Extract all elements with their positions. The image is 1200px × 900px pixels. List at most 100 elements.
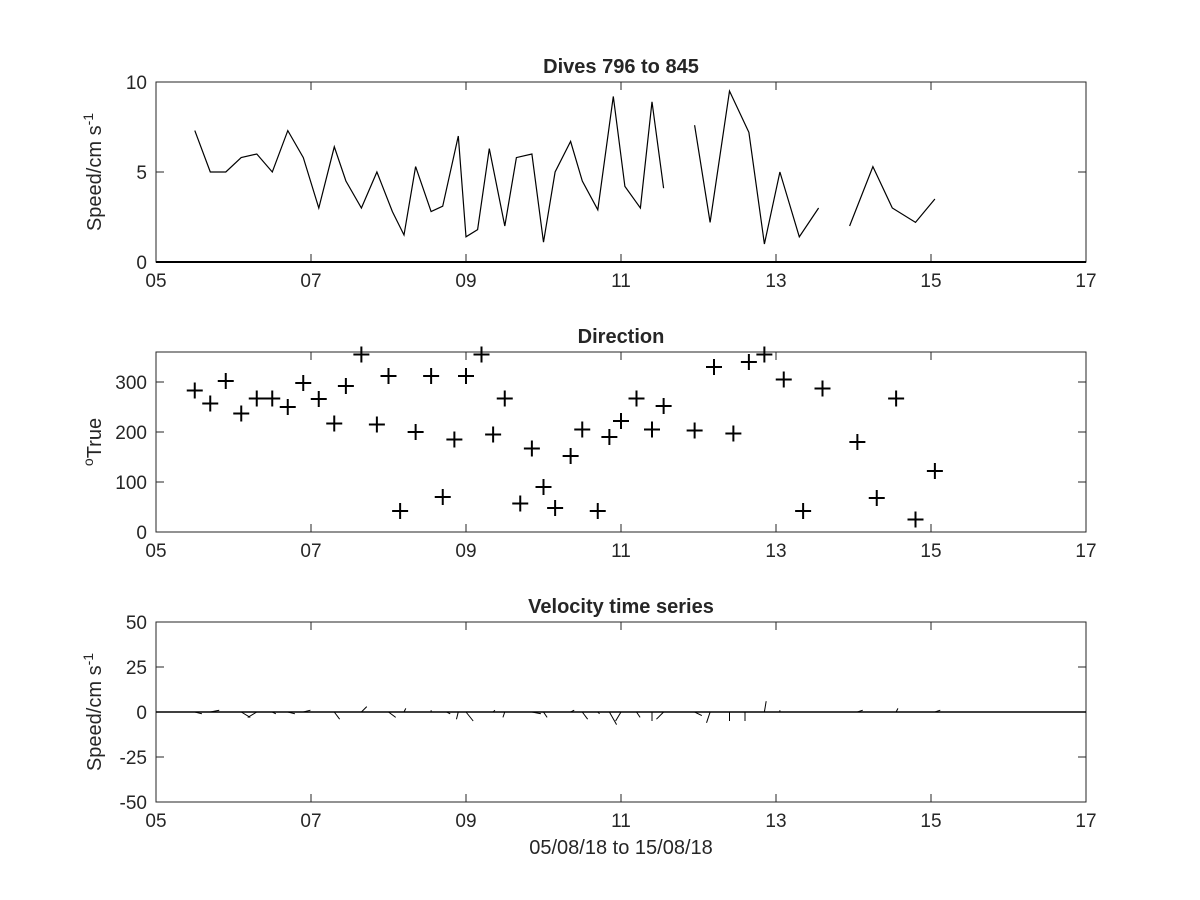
velocity-vector: [333, 711, 341, 720]
figure-xlabel: 05/08/18 to 15/08/18: [529, 837, 713, 859]
velocity-vector: [455, 711, 459, 720]
direction-xtick-label: 13: [765, 541, 786, 562]
velocity-ytick-label: -25: [120, 748, 147, 769]
velocity-vector: [656, 711, 664, 720]
speed-ylabel-main: Speed/cm s: [84, 125, 106, 231]
speed-axes-box: [155, 81, 1087, 263]
direction-point: [740, 354, 757, 370]
direction-point: [523, 440, 540, 457]
velocity-vector: [194, 711, 203, 715]
direction-point: [202, 395, 219, 412]
direction-point: [888, 390, 905, 407]
velocity-vector: [502, 711, 506, 718]
velocity-vector: [446, 711, 451, 715]
velocity-xtick-label: 15: [920, 811, 941, 832]
direction-point: [217, 373, 234, 389]
direction-xtick-label: 11: [611, 541, 631, 562]
direction-point: [849, 434, 866, 450]
velocity-vector: [303, 709, 311, 713]
direction-point: [368, 416, 385, 433]
direction-xtick-label: 07: [300, 541, 321, 562]
velocity-vector: [403, 708, 407, 713]
direction-point: [574, 421, 591, 438]
direction-point: [326, 415, 343, 432]
speed-ytick-label: 5: [136, 163, 147, 184]
velocity-vector: [570, 709, 575, 713]
velocity-vector: [857, 709, 863, 713]
direction-axes-box: [155, 351, 1087, 533]
direction-point: [473, 346, 490, 363]
velocity-ytick-label: 50: [126, 613, 147, 634]
direction-point: [686, 422, 703, 439]
velocity-vector: [608, 711, 618, 725]
direction-point: [233, 405, 250, 422]
direction-point: [706, 359, 722, 375]
direction-point: [485, 426, 502, 443]
direction-point: [926, 463, 943, 479]
velocity-vector: [636, 711, 641, 718]
direction-point: [496, 390, 513, 407]
direction-point: [337, 378, 354, 394]
velocity-vector: [615, 711, 622, 722]
direction-point: [907, 511, 924, 528]
velocity-vector: [597, 711, 600, 715]
direction-point: [295, 375, 312, 391]
speed-xtick-label: 13: [765, 271, 786, 292]
speed-series: [156, 88, 1086, 263]
velocity-xtick-label: 11: [611, 811, 631, 832]
velocity-vector: [492, 709, 496, 713]
velocity-title: Velocity time series: [528, 596, 714, 618]
velocity-vector: [581, 711, 589, 720]
direction-ytick-label: 0: [136, 523, 147, 544]
velocity-ylabel-main: Speed/cm s: [84, 665, 106, 771]
direction-point: [264, 390, 281, 407]
direction-point: [562, 448, 579, 464]
direction-ylabel-main: True: [84, 418, 106, 458]
velocity-ytick-label: -50: [120, 793, 147, 814]
direction-point: [601, 429, 618, 445]
velocity-vector: [272, 711, 277, 715]
velocity-xtick-label: 13: [765, 811, 786, 832]
direction-point: [353, 346, 370, 363]
velocity-vector: [247, 711, 258, 718]
velocity-ytick-label: 0: [136, 703, 147, 724]
velocity-vector: [895, 708, 899, 713]
speed-ylabel-superscript: -1: [80, 113, 96, 126]
direction-xtick-label: 15: [920, 541, 941, 562]
velocity-xtick-label: 09: [455, 811, 476, 832]
direction-ytick-label: 200: [115, 423, 147, 444]
velocity-vector: [388, 711, 397, 718]
velocity-vector: [361, 706, 368, 713]
velocity-vector: [531, 711, 541, 715]
speed-xtick-label: 05: [145, 271, 166, 292]
direction-xtick-label: 17: [1075, 541, 1096, 562]
velocity-vector: [934, 709, 941, 713]
direction-point: [279, 399, 296, 415]
speed-xtick-label: 07: [300, 271, 321, 292]
speed-line: [194, 88, 936, 245]
direction-point: [458, 368, 474, 384]
velocity-xtick-label: 07: [300, 811, 321, 832]
speed-ytick-label: 10: [126, 73, 147, 94]
direction-ytick-label: 100: [115, 473, 147, 494]
direction-point: [310, 391, 327, 407]
direction-point: [547, 500, 564, 516]
velocity-xtick-label: 17: [1075, 811, 1096, 832]
speed-xtick-label: 17: [1075, 271, 1096, 292]
velocity-vector: [465, 711, 474, 722]
velocity-ylabel-superscript: -1: [80, 653, 96, 666]
direction-point: [725, 425, 742, 442]
direction-title: Direction: [578, 326, 665, 348]
speed-xtick-label: 09: [455, 271, 476, 292]
speed-title: Dives 796 to 845: [543, 56, 699, 78]
velocity-vector: [694, 711, 703, 717]
direction-point: [446, 431, 463, 448]
direction-point: [814, 380, 831, 397]
direction-point: [756, 346, 773, 363]
velocity-xtick-label: 05: [145, 811, 166, 832]
direction-point: [407, 424, 424, 440]
direction-point: [644, 421, 660, 438]
direction-point: [613, 413, 629, 429]
